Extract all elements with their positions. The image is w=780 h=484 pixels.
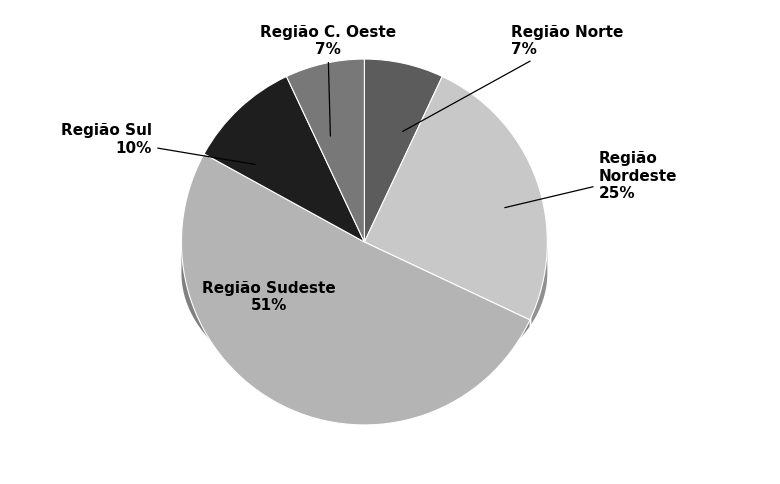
Wedge shape	[364, 59, 442, 242]
Text: Região
Nordeste
25%: Região Nordeste 25%	[505, 151, 677, 208]
Text: Região Norte
7%: Região Norte 7%	[402, 25, 623, 131]
Wedge shape	[182, 154, 530, 425]
Wedge shape	[286, 59, 364, 242]
Text: Região Sudeste
51%: Região Sudeste 51%	[202, 281, 336, 313]
Text: Região Sul
10%: Região Sul 10%	[61, 123, 255, 165]
Wedge shape	[364, 76, 548, 320]
Wedge shape	[204, 76, 364, 242]
Polygon shape	[182, 244, 530, 397]
Text: Região C. Oeste
7%: Região C. Oeste 7%	[260, 25, 396, 136]
Polygon shape	[530, 242, 548, 326]
